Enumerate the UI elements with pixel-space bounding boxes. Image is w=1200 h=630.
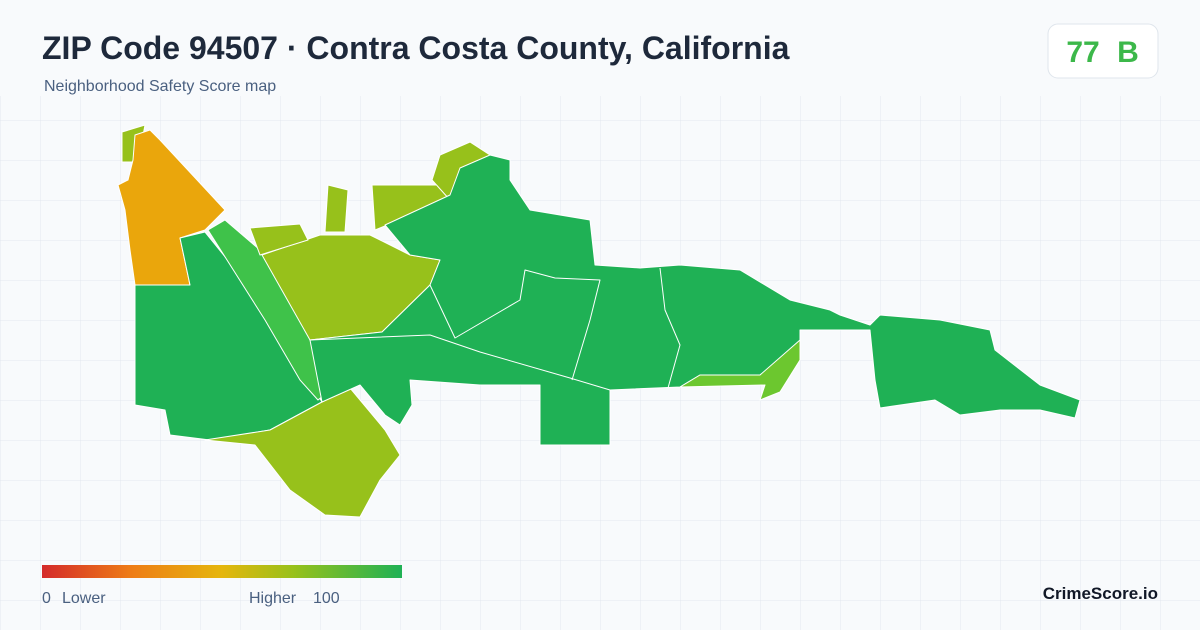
title: ZIP Code 94507 · Contra Costa County, Ca… xyxy=(42,30,790,66)
region xyxy=(204,387,401,518)
score-badge xyxy=(1047,23,1159,79)
region-border xyxy=(309,334,611,391)
map xyxy=(117,124,1081,518)
region xyxy=(679,339,801,401)
score-grade: B xyxy=(1117,36,1139,69)
region xyxy=(249,223,309,256)
legend-gradient xyxy=(42,565,402,578)
region-border xyxy=(429,269,601,381)
brand: CrimeScore.io xyxy=(1043,584,1158,603)
legend-min: 0 xyxy=(42,590,51,607)
legend-min-label: Lower xyxy=(62,590,106,607)
region-border xyxy=(659,267,681,389)
region xyxy=(309,154,1081,446)
legend-max: 100 xyxy=(313,590,340,607)
legend-max-label: Higher xyxy=(249,590,297,607)
region xyxy=(324,184,349,233)
subtitle: Neighborhood Safety Score map xyxy=(44,78,276,95)
score-value: 77 xyxy=(1066,36,1099,69)
